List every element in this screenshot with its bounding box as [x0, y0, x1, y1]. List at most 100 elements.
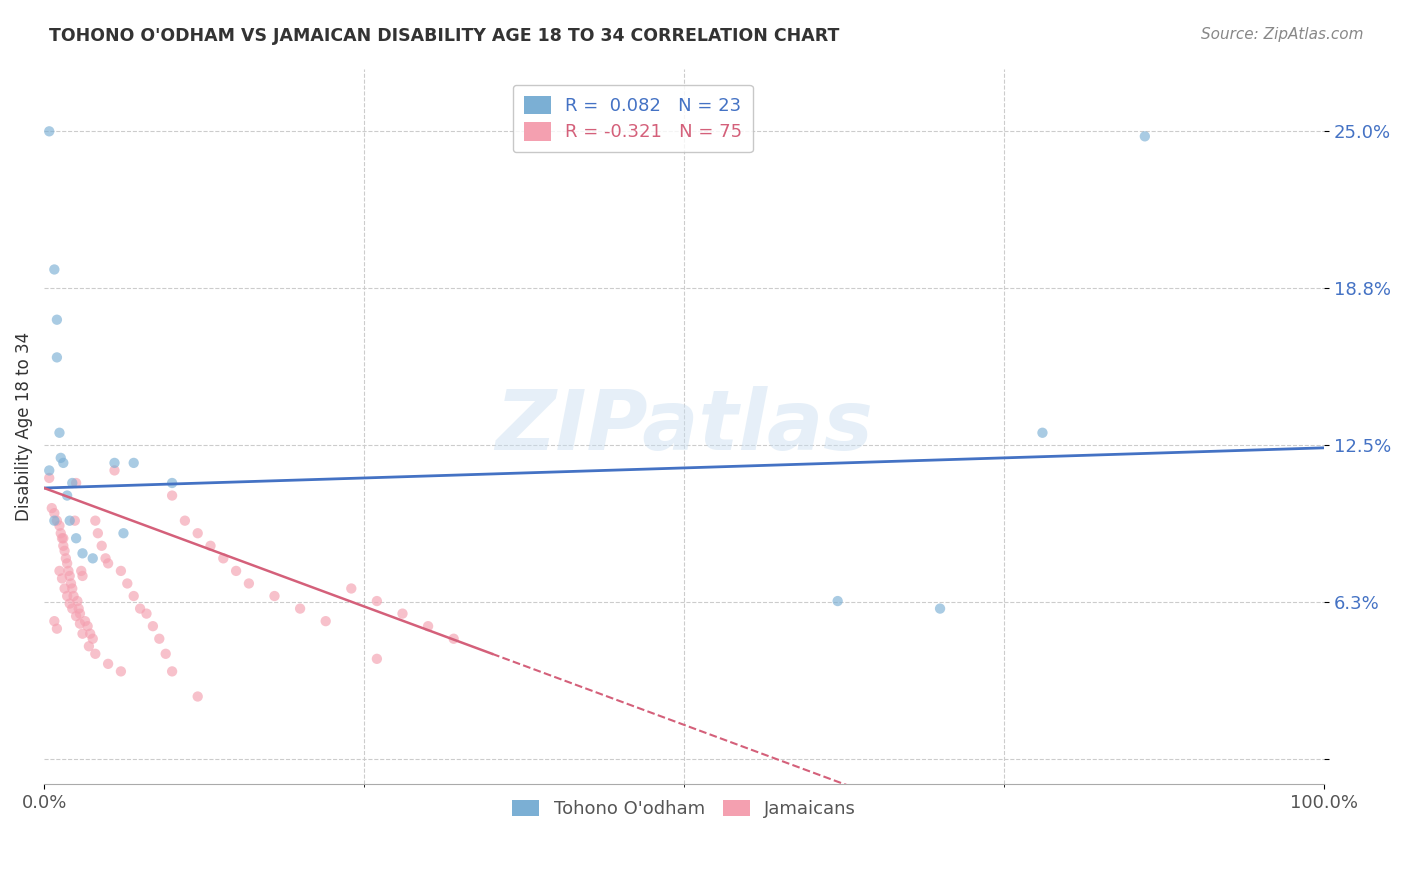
Point [135, 607, 157, 621]
Point [97, 657, 120, 671]
Point [65, 531, 87, 545]
Point [103, 463, 125, 477]
Point [66, 594, 89, 608]
Point [65, 475, 87, 490]
Point [69, 616, 91, 631]
Point [56, 489, 79, 503]
Point [443, 632, 465, 646]
Point [53, 582, 76, 596]
Point [38, 463, 60, 477]
Point [391, 607, 413, 621]
Point [82, 551, 104, 566]
Point [48, 564, 70, 578]
Point [827, 594, 849, 608]
Point [94, 551, 117, 566]
Point [70, 564, 93, 578]
Point [225, 564, 247, 578]
Point [117, 576, 139, 591]
Point [44, 506, 66, 520]
Point [56, 557, 79, 571]
Point [45, 312, 67, 326]
Point [52, 539, 75, 553]
Point [160, 489, 183, 503]
Point [110, 564, 132, 578]
Point [49, 450, 72, 465]
Point [87, 526, 110, 541]
Point [60, 475, 83, 490]
Point [45, 351, 67, 365]
Point [52, 456, 75, 470]
Point [129, 601, 152, 615]
Text: ZIPatlas: ZIPatlas [495, 386, 873, 467]
Point [112, 526, 135, 541]
Point [38, 471, 60, 485]
Point [200, 539, 222, 553]
Point [288, 601, 311, 615]
Point [48, 518, 70, 533]
Point [75, 614, 97, 628]
Point [56, 589, 79, 603]
Point [160, 665, 183, 679]
Point [929, 601, 952, 615]
Point [103, 456, 125, 470]
Point [45, 622, 67, 636]
Point [174, 514, 197, 528]
Text: TOHONO O'ODHAM VS JAMAICAN DISABILITY AGE 18 TO 34 CORRELATION CHART: TOHONO O'ODHAM VS JAMAICAN DISABILITY AG… [49, 27, 839, 45]
Point [52, 531, 75, 545]
Point [122, 456, 145, 470]
Point [59, 576, 82, 591]
Legend: Tohono O'odham, Jamaicans: Tohono O'odham, Jamaicans [505, 793, 863, 825]
Point [84, 647, 107, 661]
Point [65, 609, 87, 624]
Point [340, 582, 363, 596]
Point [72, 626, 94, 640]
Point [55, 551, 77, 566]
Point [110, 665, 132, 679]
Point [53, 544, 76, 558]
Point [59, 597, 82, 611]
Point [160, 475, 183, 490]
Point [59, 514, 82, 528]
Point [187, 690, 209, 704]
Point [69, 607, 91, 621]
Point [1133, 129, 1156, 144]
Point [59, 569, 82, 583]
Text: Source: ZipAtlas.com: Source: ZipAtlas.com [1201, 27, 1364, 42]
Point [416, 619, 439, 633]
Point [82, 632, 104, 646]
Point [79, 626, 101, 640]
Point [45, 514, 67, 528]
Point [238, 576, 260, 591]
Point [51, 571, 73, 585]
Point [44, 514, 66, 528]
Point [58, 564, 80, 578]
Point [263, 589, 285, 603]
Y-axis label: Disability Age 18 to 34: Disability Age 18 to 34 [15, 332, 32, 521]
Point [48, 425, 70, 440]
Point [1031, 425, 1053, 440]
Point [63, 514, 86, 528]
Point [84, 514, 107, 528]
Point [44, 614, 66, 628]
Point [49, 526, 72, 541]
Point [72, 569, 94, 583]
Point [212, 551, 235, 566]
Point [122, 589, 145, 603]
Point [77, 640, 100, 654]
Point [38, 124, 60, 138]
Point [51, 531, 73, 545]
Point [142, 619, 165, 633]
Point [67, 601, 90, 615]
Point [60, 582, 83, 596]
Point [60, 601, 83, 615]
Point [90, 539, 112, 553]
Point [76, 619, 98, 633]
Point [155, 647, 177, 661]
Point [366, 594, 388, 608]
Point [62, 589, 84, 603]
Point [41, 501, 63, 516]
Point [148, 632, 170, 646]
Point [97, 557, 120, 571]
Point [72, 546, 94, 560]
Point [187, 526, 209, 541]
